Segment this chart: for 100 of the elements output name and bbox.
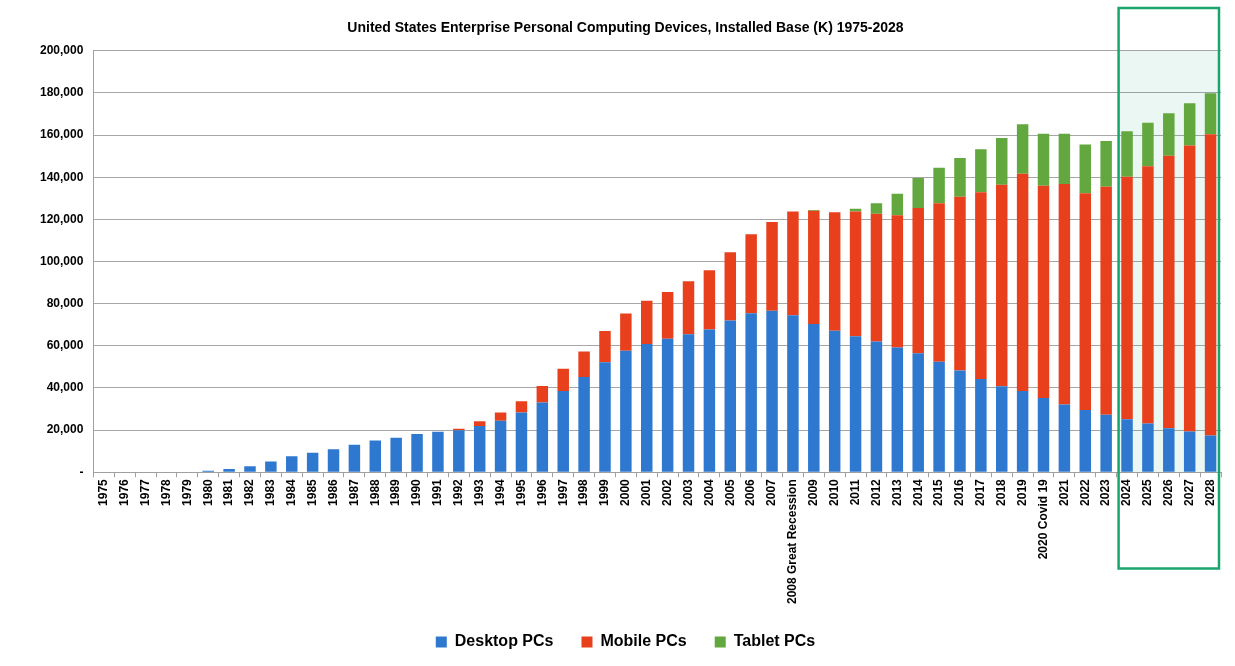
bar bbox=[912, 208, 924, 354]
x-tick-label: 1978 bbox=[158, 478, 173, 506]
bar bbox=[515, 412, 528, 472]
bar bbox=[1142, 122, 1154, 167]
x-tick-label: 1985 bbox=[304, 478, 319, 506]
x-tick-label: 1982 bbox=[242, 478, 257, 506]
x-tick-label: 2019 bbox=[1014, 478, 1029, 506]
bar bbox=[1183, 145, 1196, 432]
bar bbox=[724, 320, 737, 472]
bar bbox=[975, 379, 987, 472]
y-tick-label: 80,000 bbox=[46, 295, 84, 310]
bar bbox=[1163, 428, 1175, 472]
x-tick-label: 2009 bbox=[806, 478, 821, 506]
bar bbox=[1037, 398, 1050, 472]
bar bbox=[1163, 155, 1175, 429]
bar bbox=[1204, 93, 1217, 135]
bar bbox=[223, 468, 235, 472]
bar bbox=[849, 211, 862, 337]
bar bbox=[703, 270, 716, 330]
bar bbox=[599, 362, 611, 472]
y-tick-label: 40,000 bbox=[46, 380, 84, 395]
x-tick-label: 2014 bbox=[910, 478, 925, 506]
bar bbox=[1058, 133, 1071, 184]
bar bbox=[1183, 431, 1196, 472]
bar bbox=[578, 377, 590, 472]
bar bbox=[661, 291, 674, 339]
x-tick-label: 1996 bbox=[534, 478, 549, 506]
x-tick-label: 2026 bbox=[1161, 478, 1176, 506]
bar bbox=[682, 281, 695, 335]
bar bbox=[1204, 435, 1217, 472]
bar bbox=[745, 313, 757, 472]
x-tick-label: 1979 bbox=[179, 478, 194, 506]
bar bbox=[557, 390, 569, 472]
bar bbox=[1204, 134, 1217, 436]
y-tick-label: 200,000 bbox=[39, 43, 84, 58]
x-tick-label: 2004 bbox=[701, 478, 716, 506]
x-tick-label: 1988 bbox=[367, 478, 382, 506]
bar bbox=[515, 401, 528, 413]
bar bbox=[1100, 414, 1112, 472]
x-tick-label: 2023 bbox=[1098, 478, 1113, 506]
bar bbox=[933, 361, 945, 472]
x-tick-label: 2010 bbox=[827, 478, 841, 506]
x-tick-label: 1991 bbox=[430, 478, 445, 506]
x-tick-label: 2008 Great Recession bbox=[785, 479, 800, 605]
bar bbox=[578, 351, 590, 378]
x-tick-label: 2012 bbox=[868, 478, 883, 506]
bar bbox=[975, 192, 987, 380]
bar bbox=[599, 331, 611, 363]
bar bbox=[390, 437, 402, 472]
bar bbox=[1037, 185, 1050, 399]
bar bbox=[286, 456, 298, 472]
bar bbox=[912, 353, 924, 472]
legend-label: Desktop PCs bbox=[454, 632, 554, 650]
bar bbox=[536, 402, 549, 472]
bar bbox=[1058, 183, 1071, 405]
y-tick-label: 100,000 bbox=[39, 253, 84, 268]
x-tick-label: 1975 bbox=[96, 478, 111, 506]
bar bbox=[1079, 409, 1092, 472]
y-tick-label: 60,000 bbox=[46, 338, 84, 353]
bar bbox=[1121, 176, 1133, 420]
x-tick-label: 2021 bbox=[1056, 478, 1071, 506]
bar bbox=[808, 210, 820, 325]
x-tick-label: 1992 bbox=[451, 478, 466, 506]
bar bbox=[724, 252, 737, 321]
bar bbox=[536, 386, 549, 403]
bar bbox=[1079, 144, 1092, 194]
bar bbox=[411, 434, 423, 472]
x-tick-label: 1993 bbox=[472, 478, 486, 506]
x-tick-label: 2020 Covid 19 bbox=[1035, 478, 1050, 560]
bar bbox=[369, 440, 382, 472]
x-tick-label: 2018 bbox=[994, 478, 1009, 506]
y-tick-label: 140,000 bbox=[39, 169, 84, 184]
x-tick-label: 1984 bbox=[284, 478, 299, 506]
bar bbox=[1142, 166, 1154, 424]
bar bbox=[933, 167, 945, 204]
bar bbox=[432, 431, 444, 472]
bar bbox=[745, 234, 757, 314]
bar bbox=[1100, 186, 1112, 415]
x-tick-label: 1995 bbox=[513, 478, 528, 506]
bar bbox=[870, 213, 883, 342]
bar bbox=[1163, 113, 1175, 156]
x-tick-label: 2001 bbox=[639, 478, 654, 506]
x-tick-label: 1994 bbox=[492, 478, 507, 506]
x-tick-label: 1999 bbox=[597, 478, 612, 506]
x-tick-label: 1990 bbox=[409, 478, 424, 506]
bar bbox=[849, 336, 862, 472]
bar bbox=[954, 196, 966, 371]
bar bbox=[1183, 103, 1196, 146]
bar bbox=[620, 350, 632, 472]
x-tick-label: 2028 bbox=[1202, 478, 1217, 506]
x-tick-label: 1977 bbox=[137, 478, 152, 506]
bar bbox=[1016, 124, 1029, 174]
x-tick-label: 2000 bbox=[618, 478, 633, 506]
bar bbox=[870, 203, 883, 214]
bar bbox=[1142, 423, 1154, 472]
bar bbox=[787, 211, 799, 316]
x-tick-label: 2006 bbox=[743, 478, 758, 506]
x-tick-label: 2015 bbox=[931, 478, 946, 506]
bar bbox=[787, 315, 799, 472]
bar bbox=[473, 421, 486, 426]
